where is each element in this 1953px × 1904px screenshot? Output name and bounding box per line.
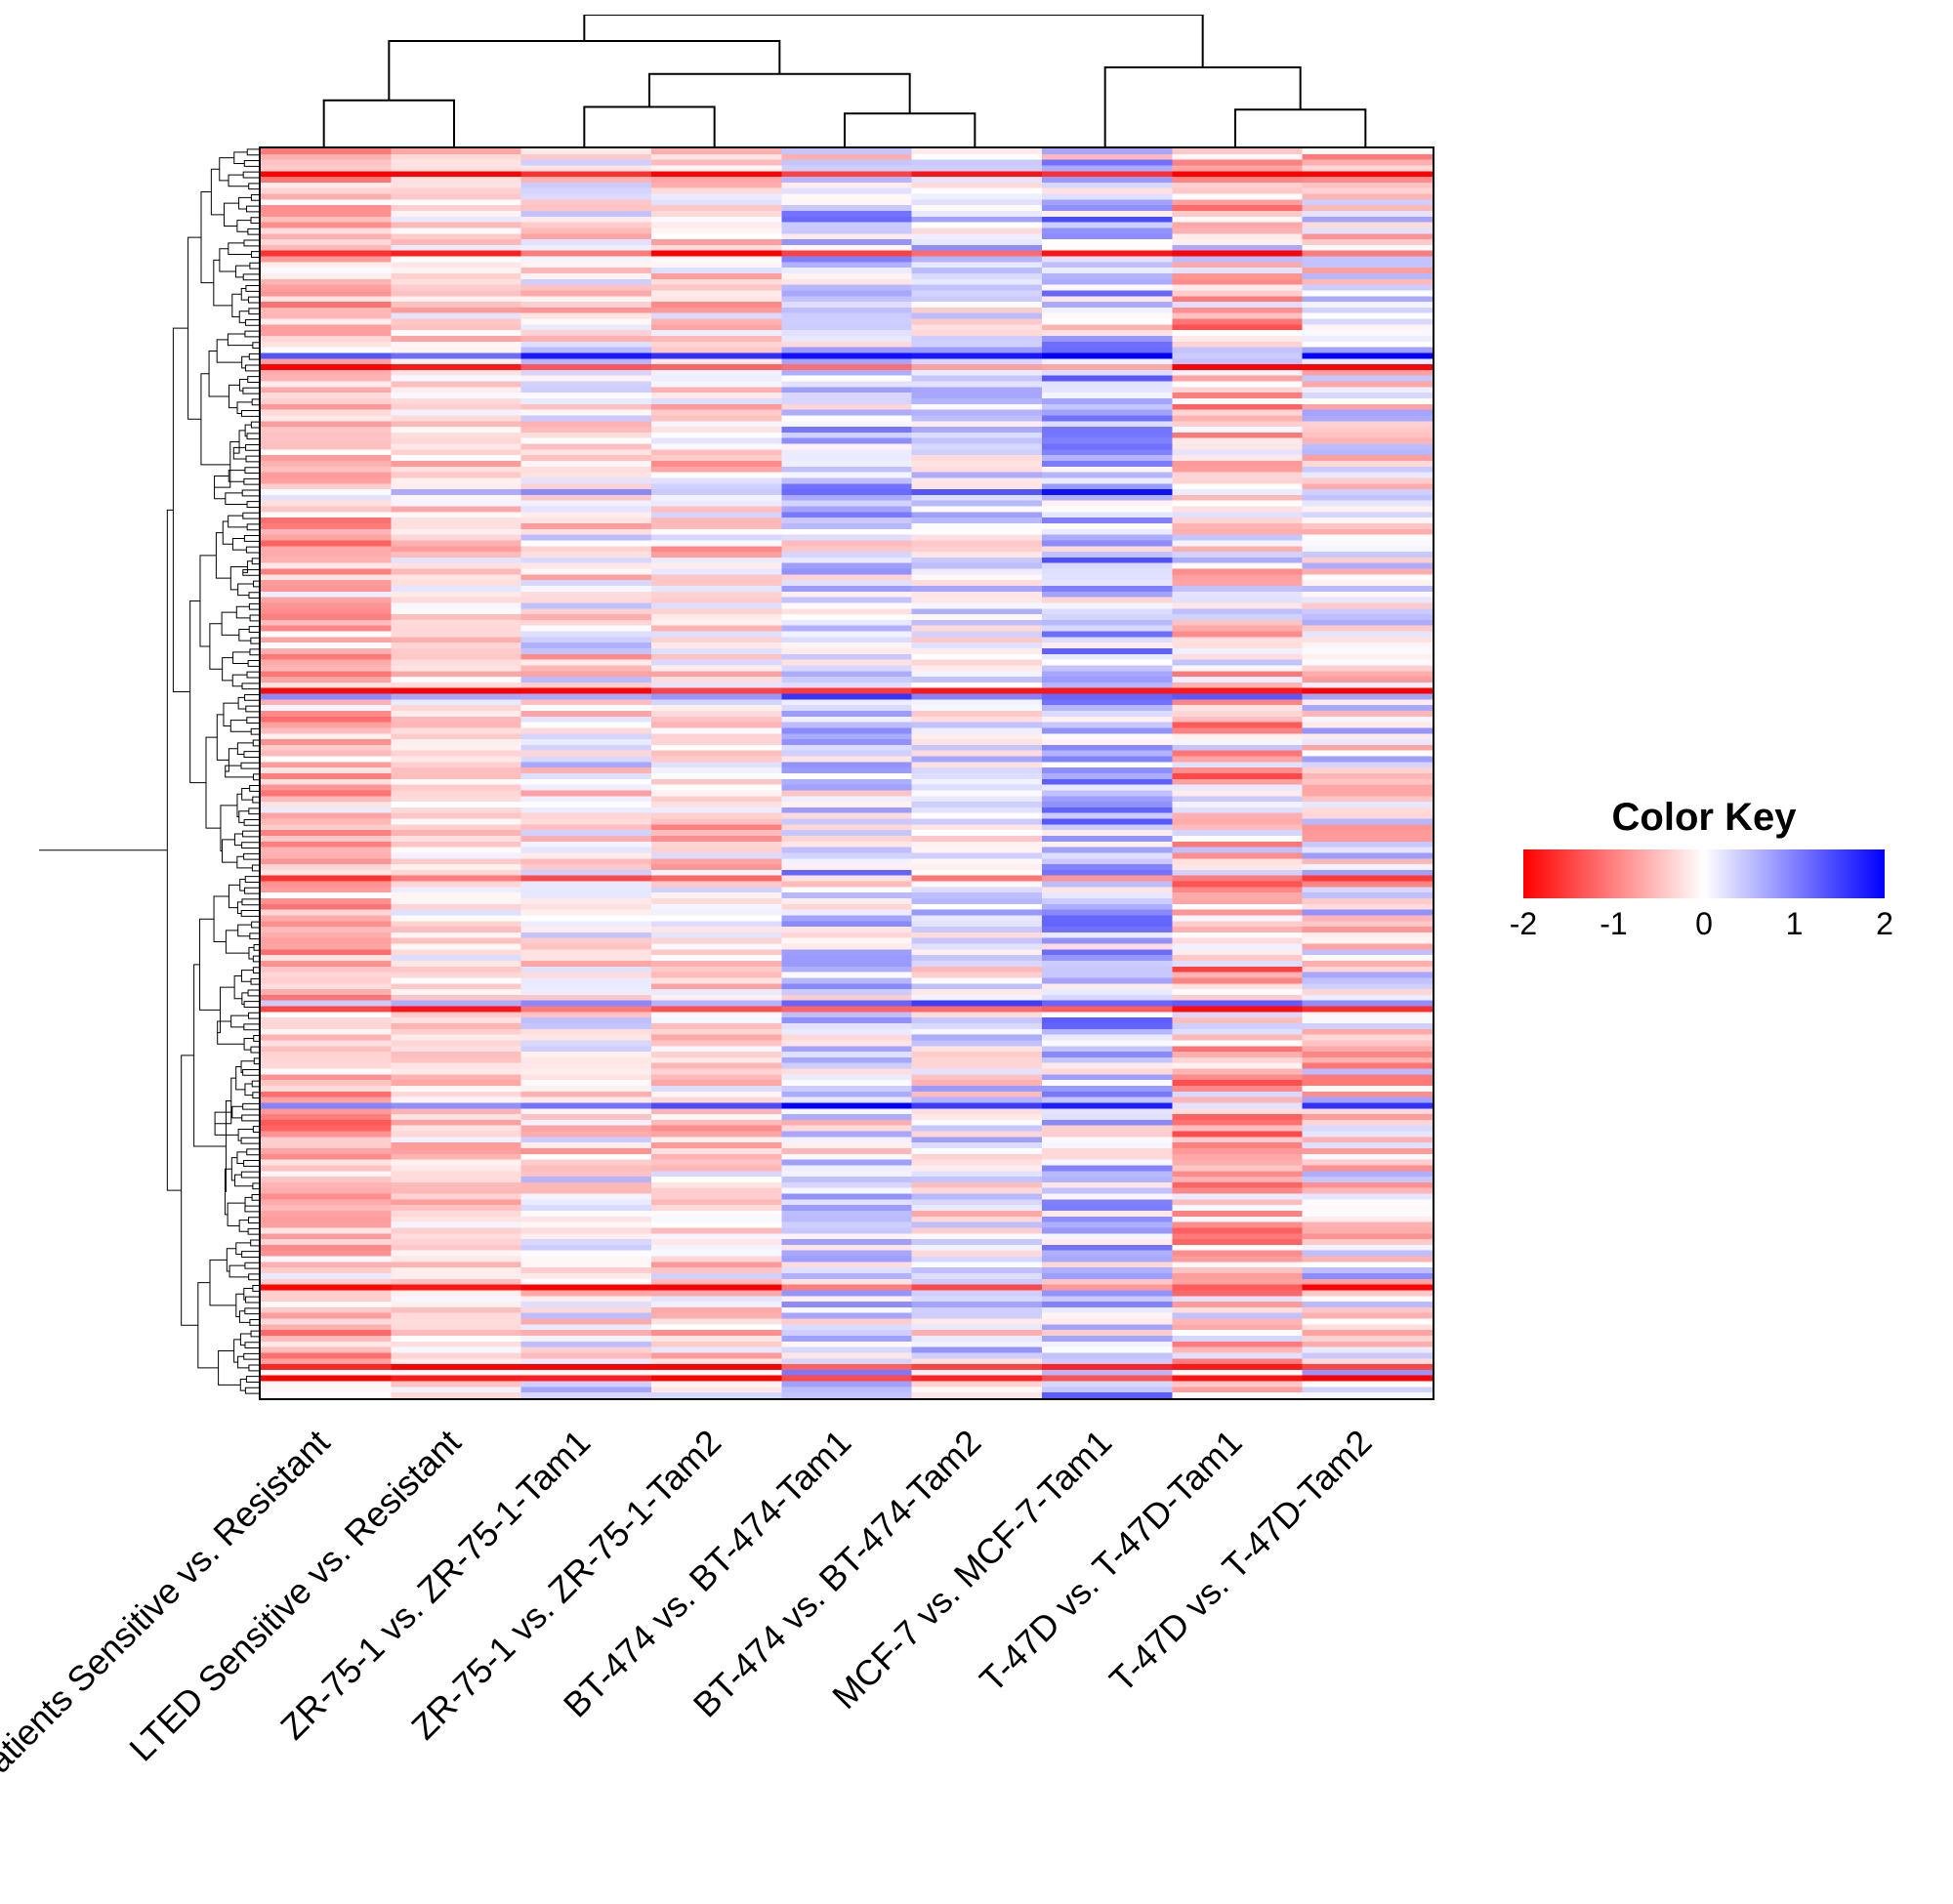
color-key-gradient-bar — [1523, 849, 1885, 898]
color-key-ticks: -2-1012 — [1523, 906, 1885, 945]
color-key-tick: -2 — [1510, 906, 1537, 942]
heatmap-figure: Patients Sensitive vs. ResistantLTED Sen… — [0, 0, 1953, 1880]
column-label: T-47D vs. T-47D-Tam1 — [972, 1422, 1250, 1700]
color-key-tick: 1 — [1786, 906, 1804, 942]
color-key-title: Color Key — [1523, 796, 1885, 840]
heatmap — [259, 146, 1434, 1400]
column-dendrogram — [259, 15, 1431, 146]
column-labels-container: Patients Sensitive vs. ResistantLTED Sen… — [259, 1416, 1431, 1904]
row-dendrogram — [39, 146, 259, 1396]
color-key-tick: -1 — [1600, 906, 1627, 942]
color-key: Color Key -2-1012 — [1523, 796, 1885, 945]
color-key-tick: 2 — [1876, 906, 1893, 942]
column-label: T-47D vs. T-47D-Tam2 — [1101, 1422, 1380, 1700]
color-key-tick: 0 — [1695, 906, 1713, 942]
